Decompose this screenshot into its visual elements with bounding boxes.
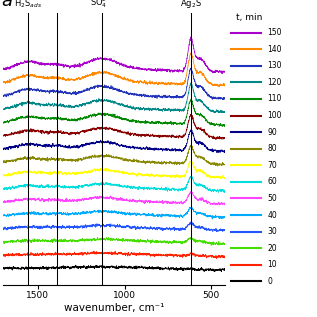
Text: 10: 10 [267, 260, 277, 269]
Text: H$_2$S$_{ads}$: H$_2$S$_{ads}$ [14, 0, 42, 10]
Text: 140: 140 [267, 45, 282, 54]
Text: 110: 110 [267, 94, 282, 103]
Text: 30: 30 [267, 227, 277, 236]
Text: Ag$_2$S: Ag$_2$S [180, 0, 202, 10]
Text: 130: 130 [267, 61, 282, 70]
X-axis label: wavenumber, cm⁻¹: wavenumber, cm⁻¹ [64, 303, 164, 313]
Text: 40: 40 [267, 210, 277, 220]
Text: 80: 80 [267, 144, 277, 153]
Text: 120: 120 [267, 78, 282, 87]
Text: 150: 150 [267, 28, 282, 37]
Text: 90: 90 [267, 128, 277, 137]
Text: 0: 0 [267, 277, 272, 286]
Text: 70: 70 [267, 161, 277, 170]
Text: t, min: t, min [236, 13, 262, 22]
Text: 50: 50 [267, 194, 277, 203]
Text: 60: 60 [267, 178, 277, 186]
Text: SO$_4^{2-}$: SO$_4^{2-}$ [90, 0, 113, 10]
Text: 20: 20 [267, 244, 277, 253]
Text: 100: 100 [267, 111, 282, 120]
Text: $a$: $a$ [1, 0, 13, 10]
